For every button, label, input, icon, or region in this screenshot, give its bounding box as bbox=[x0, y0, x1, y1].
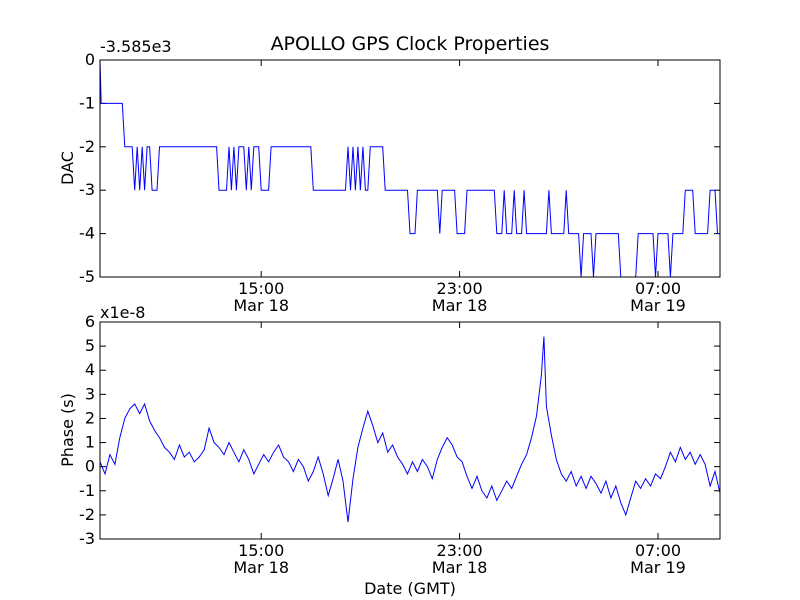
bottom-yticks: 6 5 4 3 2 1 0 -1 -2 -3 bbox=[79, 312, 720, 548]
bottom-ytick-label: 2 bbox=[85, 408, 95, 427]
bottom-ytick-label: 6 bbox=[85, 312, 95, 331]
top-yticks: 0 -1 -2 -3 -4 -5 bbox=[79, 50, 720, 286]
bottom-ytick-label: -1 bbox=[79, 481, 95, 500]
top-ytick-label: -3 bbox=[79, 180, 95, 199]
bottom-xtick-time: 23:00 bbox=[437, 541, 483, 560]
top-xtick-date: Mar 18 bbox=[432, 296, 488, 315]
bottom-xlabel: Date (GMT) bbox=[364, 579, 456, 598]
bottom-ytick-label: 3 bbox=[85, 384, 95, 403]
bottom-ytick-label: 0 bbox=[85, 457, 95, 476]
bottom-xtick-time: 07:00 bbox=[635, 541, 681, 560]
top-ytick-label: -5 bbox=[79, 267, 95, 286]
bottom-xtick-time: 15:00 bbox=[238, 541, 284, 560]
top-ylabel: DAC bbox=[58, 151, 77, 185]
bottom-ytick-label: -2 bbox=[79, 505, 95, 524]
chart-title: APOLLO GPS Clock Properties bbox=[271, 33, 550, 55]
bottom-ytick-label: 1 bbox=[85, 433, 95, 452]
top-ytick-label: 0 bbox=[85, 50, 95, 69]
dac-series-line bbox=[99, 59, 720, 278]
top-xtick-date: Mar 19 bbox=[630, 296, 686, 315]
bottom-panel: x1e-8 Phase (s) Date (GMT) 6 5 4 3 2 1 0 -1 -2 -3… bbox=[58, 303, 721, 598]
top-ytick-label: -1 bbox=[79, 93, 95, 112]
top-plot-frame bbox=[99, 59, 721, 278]
bottom-ytick-label: 4 bbox=[85, 360, 95, 379]
bottom-ylabel: Phase (s) bbox=[58, 393, 77, 467]
bottom-plot-frame bbox=[99, 321, 721, 540]
top-xtick-time: 15:00 bbox=[238, 279, 284, 298]
top-ytick-label: -2 bbox=[79, 137, 95, 156]
bottom-xtick-date: Mar 18 bbox=[432, 558, 488, 577]
top-xtick-time: 07:00 bbox=[635, 279, 681, 298]
bottom-xtick-date: Mar 18 bbox=[233, 558, 289, 577]
phase-series-line bbox=[99, 336, 721, 523]
top-xtick-date: Mar 18 bbox=[233, 296, 289, 315]
bottom-ytick-label: -3 bbox=[79, 529, 95, 548]
y-scale-label: x1e-8 bbox=[100, 303, 145, 322]
bottom-xtick-date: Mar 19 bbox=[630, 558, 686, 577]
top-xtick-time: 23:00 bbox=[437, 279, 483, 298]
top-ytick-label: -4 bbox=[79, 224, 95, 243]
y-offset-label: -3.585e3 bbox=[100, 37, 172, 56]
bottom-ytick-label: 5 bbox=[85, 336, 95, 355]
